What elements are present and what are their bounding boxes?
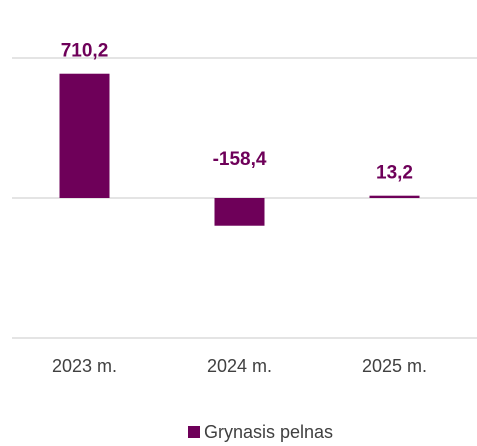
legend-swatch bbox=[188, 426, 200, 438]
x-tick-label: 2025 m. bbox=[362, 356, 427, 376]
bar bbox=[59, 73, 110, 198]
x-tick-label: 2024 m. bbox=[207, 356, 272, 376]
legend-label: Grynasis pelnas bbox=[204, 422, 333, 442]
data-label: -158,4 bbox=[213, 149, 267, 170]
bar bbox=[369, 195, 420, 198]
x-tick-label: 2023 m. bbox=[52, 356, 117, 376]
data-label: 13,2 bbox=[376, 163, 413, 184]
bar bbox=[214, 198, 265, 226]
data-label: 710,2 bbox=[61, 41, 109, 62]
